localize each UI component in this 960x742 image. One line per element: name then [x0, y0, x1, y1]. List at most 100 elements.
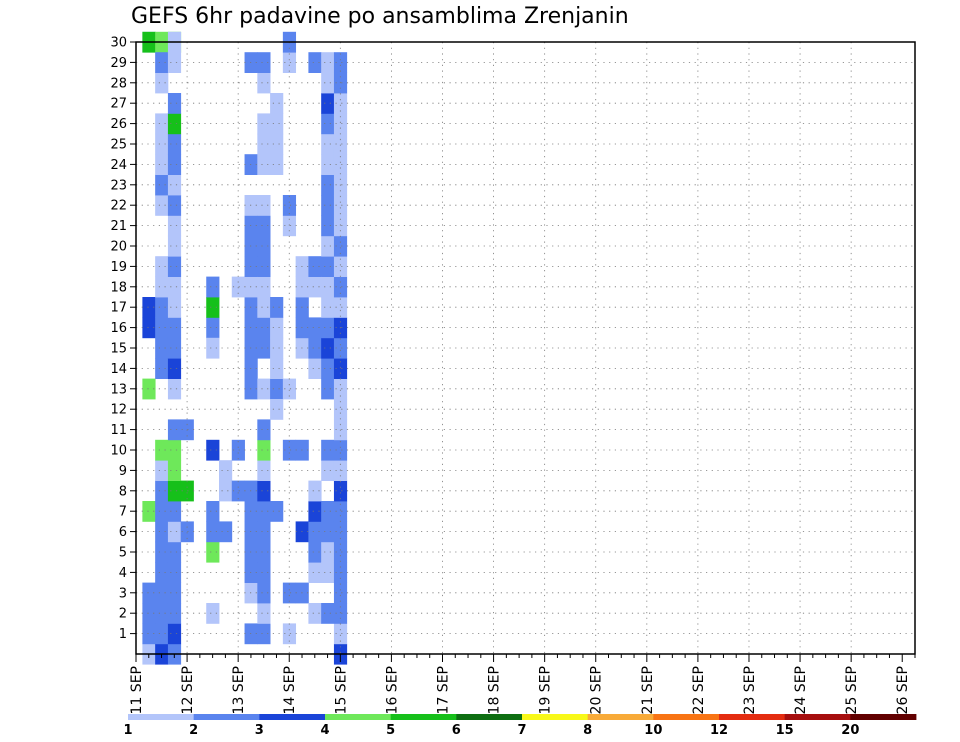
heatmap-cell: [321, 439, 335, 461]
x-tick-label: 13 SEP: [231, 666, 247, 714]
heatmap-cell: [167, 93, 182, 114]
heatmap-cell: [257, 276, 271, 298]
y-tick-label: 13: [110, 382, 127, 397]
heatmap-cell: [270, 133, 284, 155]
heatmap-cell: [167, 562, 182, 583]
heatmap-cell: [270, 399, 284, 420]
heatmap-cell: [270, 297, 284, 318]
y-tick-label: 6: [119, 525, 127, 540]
heatmap-cell: [321, 215, 335, 237]
x-tick-label: 19 SEP: [538, 666, 554, 714]
heatmap-cell: [321, 154, 335, 175]
heatmap-cell: [257, 195, 271, 216]
y-tick-label: 7: [119, 505, 127, 520]
heatmap-cell: [257, 378, 271, 400]
heatmap-cell: [333, 93, 348, 114]
colorbar-swatch: [390, 714, 457, 720]
y-tick-label: 28: [110, 76, 127, 91]
heatmap-cell: [321, 541, 335, 563]
colorbar-label: 5: [386, 723, 395, 738]
y-tick-label: 8: [119, 484, 127, 499]
heatmap-cell: [333, 276, 348, 298]
heatmap-cell: [333, 297, 348, 318]
heatmap-cell: [155, 358, 169, 379]
x-tick-label: 26 SEP: [895, 666, 911, 714]
heatmap-cell: [333, 337, 348, 359]
heatmap-cell: [321, 358, 335, 379]
heatmap-cell: [257, 623, 271, 645]
heatmap-cell: [155, 72, 169, 94]
heatmap-cell: [333, 113, 348, 135]
colorbar-label: 7: [517, 723, 526, 738]
colorbar-label: 12: [710, 723, 728, 738]
y-tick-label: 5: [119, 546, 127, 561]
heatmap-cell: [321, 52, 335, 73]
colorbar-swatch: [325, 714, 392, 720]
heatmap-cell: [333, 154, 348, 175]
heatmap-cell: [257, 317, 271, 339]
heatmap-cell: [206, 603, 220, 624]
heatmap-cell: [231, 439, 245, 461]
y-axis: 1234567891011121314151617181920212223242…: [110, 36, 136, 642]
heatmap-cell: [142, 501, 156, 522]
heatmap-cell: [257, 582, 271, 604]
heatmap-cell: [167, 174, 182, 196]
heatmap-cell: [142, 297, 156, 318]
heatmap-cell: [155, 154, 169, 175]
heatmap-cell: [155, 317, 169, 339]
heatmap-cell: [155, 256, 169, 277]
heatmap-cell: [167, 133, 182, 155]
heatmap-cell: [333, 501, 348, 522]
colorbar-swatch: [522, 714, 589, 720]
x-tick-label: 14 SEP: [282, 666, 298, 714]
y-tick-label: 25: [110, 138, 127, 153]
colorbar-swatch: [653, 714, 720, 720]
colorbar-swatch: [193, 714, 260, 720]
heatmap-cell: [257, 439, 271, 461]
x-tick-label: 20 SEP: [589, 666, 605, 714]
y-tick-label: 10: [110, 444, 127, 459]
heatmap-cell: [231, 276, 245, 298]
heatmap-cell: [321, 562, 335, 583]
y-tick-label: 29: [110, 56, 127, 71]
heatmap-cell: [167, 195, 182, 216]
colorbar-label: 4: [320, 723, 329, 738]
y-tick-label: 12: [110, 403, 127, 418]
heatmap-cell: [321, 501, 335, 522]
heatmap-cell: [206, 541, 220, 563]
heatmap-cell: [142, 582, 156, 604]
heatmap-cell: [206, 501, 220, 522]
colorbar-label: 8: [583, 723, 592, 738]
heatmap-cell: [155, 174, 169, 196]
heatmap-cell: [257, 501, 271, 522]
heatmap-cell: [142, 603, 156, 624]
heatmap-cell: [257, 52, 271, 73]
y-tick-label: 3: [119, 586, 127, 601]
heatmap-cell: [308, 358, 322, 379]
heatmap-cell: [257, 480, 271, 502]
heatmap-cell: [155, 276, 169, 298]
colorbar-swatch: [456, 714, 523, 720]
heatmap-cell: [167, 603, 182, 624]
colorbar-swatch: [850, 714, 917, 720]
heatmap-cell: [321, 195, 335, 216]
x-tick-label: 24 SEP: [793, 666, 809, 714]
y-tick-label: 14: [110, 362, 127, 377]
colorbar-label: 1: [123, 723, 132, 738]
colorbar-label: 10: [644, 723, 662, 738]
colorbar-label: 20: [841, 723, 859, 738]
heatmap-cell: [282, 378, 297, 400]
heatmap-cell: [308, 337, 322, 359]
heatmap-cell: [219, 460, 233, 481]
heatmap-cell: [142, 378, 156, 400]
heatmap-cell: [167, 337, 182, 359]
colorbar-swatch: [719, 714, 786, 720]
heatmap-cell: [308, 276, 322, 298]
heatmap-cell: [257, 215, 271, 237]
colorbar-swatch: [587, 714, 654, 720]
heatmap-cell: [282, 195, 297, 216]
heatmap-cell: [167, 582, 182, 604]
heatmap-cell: [333, 215, 348, 237]
colorbar-swatch: [128, 714, 195, 720]
